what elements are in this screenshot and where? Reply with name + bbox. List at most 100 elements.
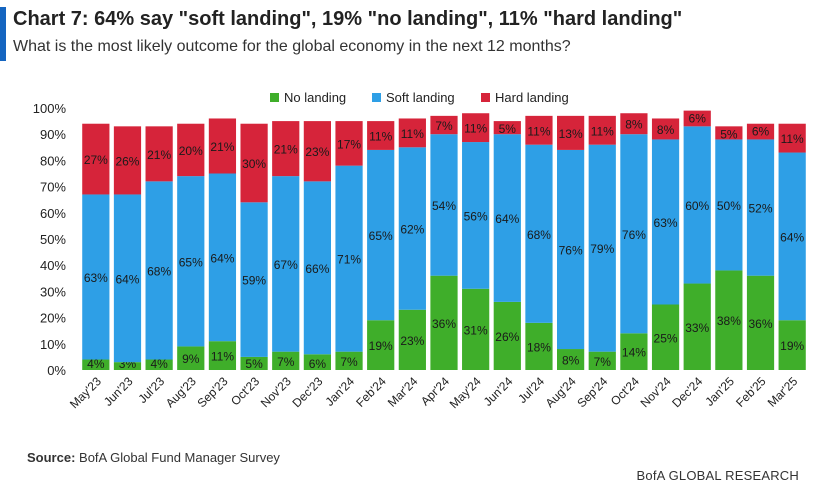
data-label: 7% <box>277 355 295 369</box>
brand-footer: BofA GLOBAL RESEARCH <box>636 468 799 483</box>
data-label: 6% <box>309 357 327 371</box>
data-label: 5% <box>245 357 263 371</box>
bar-segment <box>303 181 331 355</box>
data-label: 6% <box>689 112 707 126</box>
chart-title: Chart 7: 64% say "soft landing", 19% "no… <box>13 8 683 30</box>
x-tick-label: Sep'24 <box>574 374 610 410</box>
x-tick-label: Aug'23 <box>163 374 199 410</box>
bar-segment <box>651 139 680 305</box>
source-text: BofA Global Fund Manager Survey <box>79 450 280 465</box>
bar-segment <box>367 121 395 150</box>
bar-segment <box>430 115 458 135</box>
bar-segment <box>113 194 142 363</box>
bar-segment <box>398 309 426 370</box>
x-tick-label: Oct'23 <box>228 374 262 408</box>
x-tick-label: Jun'23 <box>101 374 136 409</box>
data-label: 59% <box>242 274 266 288</box>
bar-segment <box>145 359 173 370</box>
data-label: 64% <box>780 230 804 244</box>
bar-segment <box>620 333 648 370</box>
bar-segment <box>778 152 806 321</box>
bars-area: 4%63%27%3%64%26%4%68%21%9%65%20%11%64%21… <box>82 110 806 371</box>
x-tick-label: Nov'24 <box>638 374 674 410</box>
title-accent-bar <box>0 7 6 61</box>
x-tick-label: Dec'23 <box>289 374 325 410</box>
x-tick-label: Feb'25 <box>733 374 769 410</box>
bar-segment <box>462 288 490 370</box>
source-label: Source: <box>27 450 76 465</box>
x-tick-label: Jan'25 <box>702 374 737 409</box>
data-label: 25% <box>654 331 678 345</box>
y-tick-label: 100% <box>33 101 67 116</box>
data-label: 7% <box>340 355 358 369</box>
data-label: 27% <box>84 153 108 167</box>
bar-segment <box>588 115 616 145</box>
x-tick-label: May'24 <box>447 374 484 411</box>
data-label: 79% <box>590 242 614 256</box>
x-tick-label: Oct'24 <box>608 374 642 408</box>
bar-segment <box>778 123 806 153</box>
bar-segment <box>746 123 775 140</box>
data-label: 14% <box>622 346 646 360</box>
data-label: 36% <box>749 317 773 331</box>
bar-segment <box>303 354 331 370</box>
bar-segment <box>462 113 490 143</box>
data-label: 11% <box>401 127 424 141</box>
data-label: 8% <box>657 123 675 137</box>
data-label: 62% <box>400 223 424 237</box>
bar-segment <box>177 346 205 370</box>
y-tick-label: 70% <box>40 180 66 195</box>
data-label: 17% <box>337 137 361 151</box>
bar-segment <box>113 126 142 195</box>
bar-segment <box>462 142 490 289</box>
x-tick-label: Apr'24 <box>418 374 452 408</box>
x-tick-label: Feb'24 <box>353 374 389 410</box>
data-label: 6% <box>752 125 770 139</box>
bar-segment <box>715 270 743 370</box>
data-label: 21% <box>210 140 234 154</box>
data-label: 50% <box>717 199 741 213</box>
data-label: 63% <box>654 216 678 230</box>
bar-segment <box>82 359 110 370</box>
bar-segment <box>683 126 711 284</box>
bar-segment <box>525 322 553 370</box>
data-label: 66% <box>305 262 329 276</box>
chart-subtitle: What is the most likely outcome for the … <box>13 38 571 55</box>
bar-segment <box>398 147 426 310</box>
data-label: 52% <box>749 202 773 216</box>
data-label: 23% <box>400 334 424 348</box>
data-label: 11% <box>527 124 550 138</box>
bar-segment <box>145 181 173 360</box>
bar-segment <box>746 139 775 276</box>
data-label: 19% <box>780 339 804 353</box>
source-note: Source: BofA Global Fund Manager Survey <box>27 450 280 465</box>
bar-segment <box>240 356 268 370</box>
data-label: 68% <box>147 264 171 278</box>
data-label: 65% <box>179 255 203 269</box>
data-label: 63% <box>84 271 108 285</box>
y-tick-label: 0% <box>47 363 66 378</box>
bar-segment <box>113 362 142 370</box>
bar-segment <box>493 134 521 302</box>
data-label: 64% <box>115 272 139 286</box>
data-label: 26% <box>495 330 519 344</box>
legend-label-0: No landing <box>284 90 346 105</box>
bar-segment <box>493 301 521 370</box>
x-tick-label: Aug'24 <box>543 374 579 410</box>
y-tick-label: 40% <box>40 258 66 273</box>
bar-segment <box>177 123 205 177</box>
bar-segment <box>525 115 553 145</box>
bar-segment <box>430 134 458 276</box>
data-label: 31% <box>464 323 488 337</box>
data-label: 65% <box>369 229 393 243</box>
data-label: 56% <box>464 209 488 223</box>
data-label: 4% <box>87 357 105 371</box>
data-label: 18% <box>527 340 551 354</box>
data-label: 30% <box>242 157 266 171</box>
data-label: 38% <box>717 314 741 328</box>
bar-segment <box>82 123 110 195</box>
data-label: 4% <box>150 357 168 371</box>
data-label: 64% <box>495 212 519 226</box>
x-tick-label: Dec'24 <box>669 374 705 410</box>
bar-segment <box>240 202 268 357</box>
